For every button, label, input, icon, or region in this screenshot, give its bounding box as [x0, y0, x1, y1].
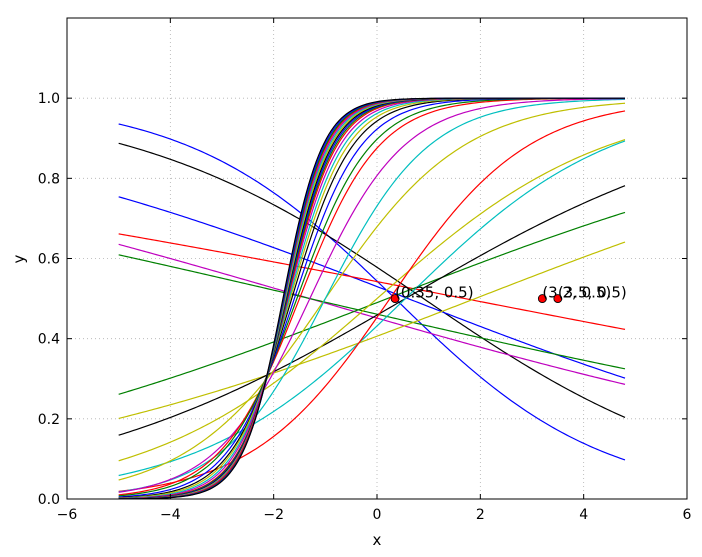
x-tick-label: 0: [373, 507, 382, 523]
series-line-8: [118, 185, 626, 436]
point-marker: [390, 294, 400, 303]
series-line-2: [118, 196, 626, 379]
point-marker: [537, 294, 547, 303]
y-axis-label: y: [10, 254, 28, 263]
series-line-12: [118, 102, 626, 481]
series-line-14: [118, 98, 626, 493]
series-line-5: [118, 254, 626, 370]
series-line-13: [118, 98, 626, 493]
series-line-9: [118, 139, 626, 462]
series-line-4: [118, 243, 626, 385]
series-line-0: [118, 123, 626, 461]
point-label: (3.5, 0.5): [558, 284, 627, 302]
y-tick-label: 1.0: [38, 91, 60, 107]
x-tick-label: −2: [263, 507, 284, 523]
series-line-6: [118, 211, 626, 395]
y-tick-label: 0.2: [38, 412, 60, 428]
y-tick-label: 0.4: [38, 332, 60, 348]
y-tick-label: 0.6: [38, 252, 60, 268]
series-line-32: [118, 97, 625, 500]
x-tick-label: 6: [683, 507, 692, 523]
point-label: (0.35, 0.5): [395, 284, 474, 302]
y-tick-label: 0.0: [38, 492, 60, 508]
x-tick-label: 2: [476, 507, 485, 523]
y-tick-label: 0.8: [38, 171, 60, 187]
series-line-1: [118, 142, 626, 419]
x-tick-label: −4: [160, 507, 181, 523]
x-tick-label: −6: [57, 507, 78, 523]
curves: [118, 97, 626, 500]
points: (0.35, 0.5) (3.2, 0.5)(3.5, 0.5): [390, 284, 627, 303]
series-line-3: [118, 233, 626, 330]
x-axis-label: x: [373, 531, 382, 549]
x-tick-label: 4: [579, 507, 588, 523]
ticks: −6 −4 −2 0 2 4 6 0.0 0.2 0.4 0.6 0.8 1.0: [38, 18, 692, 523]
point-marker: [553, 294, 563, 303]
series-line-10: [118, 140, 626, 477]
series-line-7: [118, 241, 626, 420]
